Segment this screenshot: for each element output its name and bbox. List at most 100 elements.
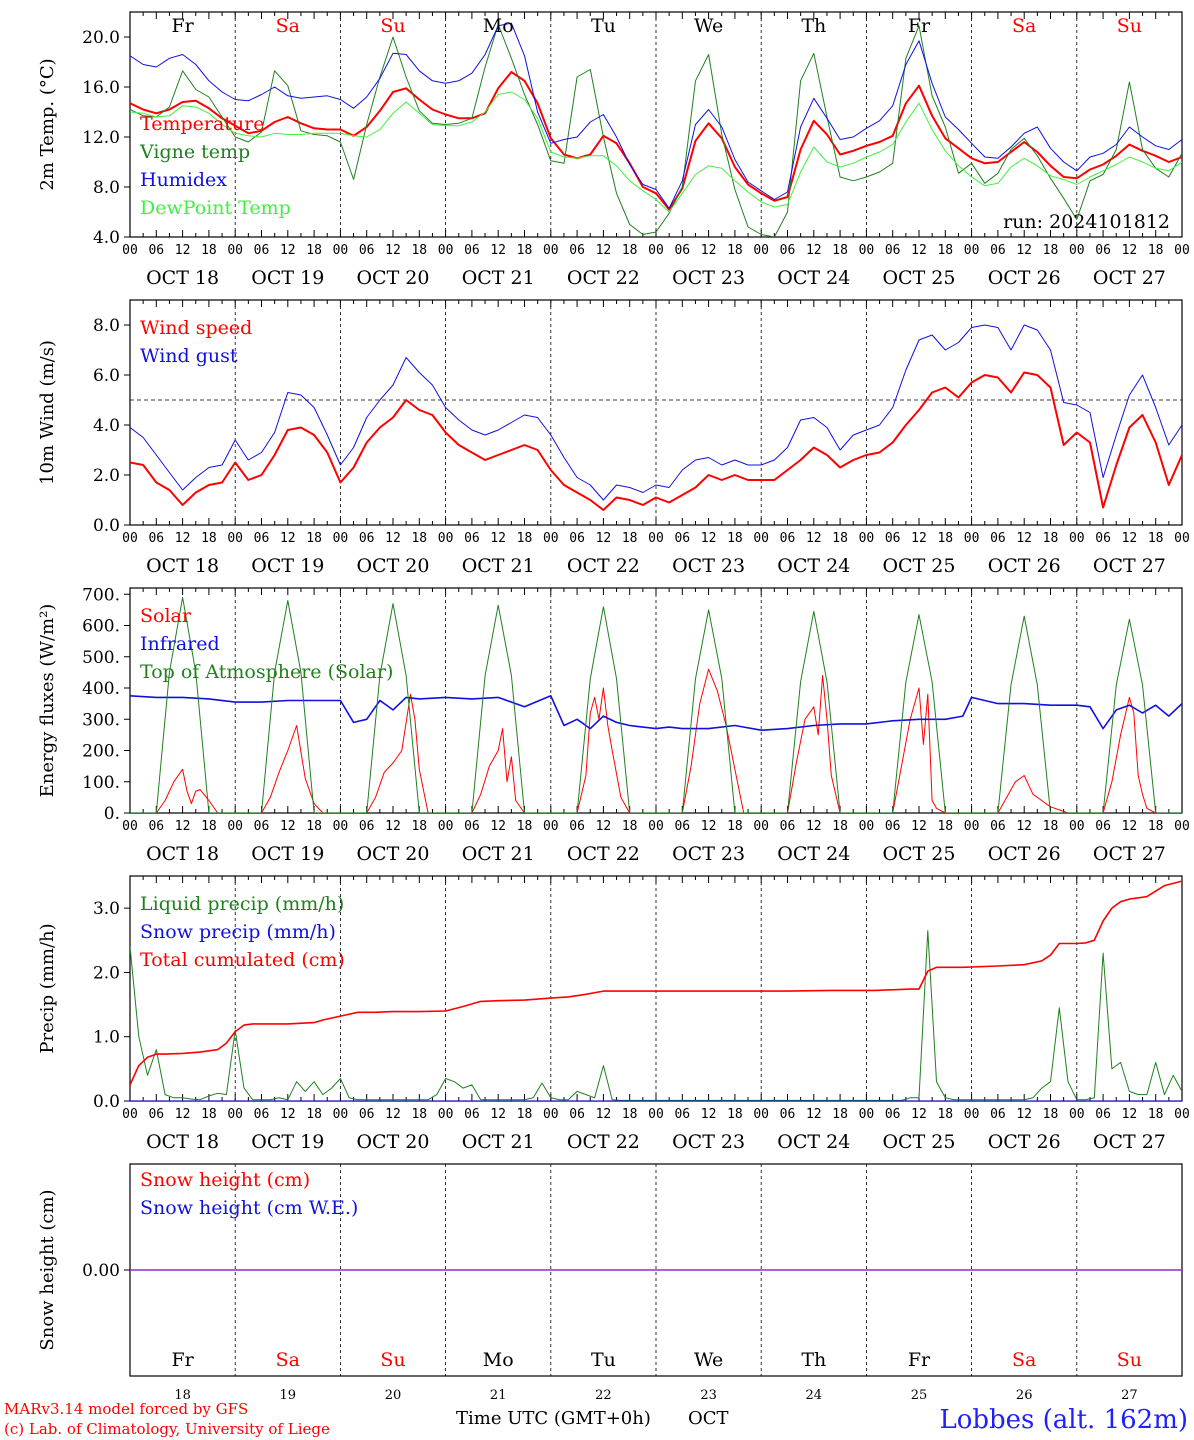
hour-label: 12 xyxy=(911,1107,927,1122)
hour-label: 06 xyxy=(1095,819,1111,834)
y-tick-label: 8.0 xyxy=(93,316,120,336)
hour-label: 00 xyxy=(1069,1107,1085,1122)
hour-label: 12 xyxy=(806,243,822,258)
hour-label: 06 xyxy=(148,243,164,258)
hour-label: 12 xyxy=(1016,819,1032,834)
hour-label: 06 xyxy=(254,531,270,546)
hour-label: 06 xyxy=(569,531,585,546)
hour-label: 18 xyxy=(727,1107,743,1122)
hour-label: 06 xyxy=(254,1107,270,1122)
hour-label: 00 xyxy=(648,243,664,258)
series-infrared xyxy=(130,694,1182,732)
day-name: Mo xyxy=(483,15,514,37)
hour-label: 12 xyxy=(1122,1107,1138,1122)
hour-label: 12 xyxy=(175,819,191,834)
run-label: run: 2024101812 xyxy=(1003,211,1170,233)
hour-label: 06 xyxy=(780,243,796,258)
y-axis-label: 2m Temp. (°C) xyxy=(37,58,58,190)
hour-label: 06 xyxy=(569,1107,585,1122)
hour-label: 00 xyxy=(227,243,243,258)
series-temperature xyxy=(130,71,1182,211)
hour-label: 00 xyxy=(753,819,769,834)
hour-label: 12 xyxy=(385,819,401,834)
date-label: OCT 20 xyxy=(356,843,429,865)
hour-label: 00 xyxy=(648,1107,664,1122)
hour-label: 06 xyxy=(464,243,480,258)
hour-label: 18 xyxy=(832,243,848,258)
hour-label: 00 xyxy=(859,531,875,546)
y-tick-label: 3.0 xyxy=(93,899,120,919)
hour-label: 00 xyxy=(1069,531,1085,546)
hour-label: 06 xyxy=(674,819,690,834)
hour-label: 06 xyxy=(674,1107,690,1122)
hour-label: 00 xyxy=(438,819,454,834)
hour-label: 00 xyxy=(1069,243,1085,258)
panel-3: 00 06 12 18 OCT 18 00 06 12 18 OCT 19 00 06 12 18 OCT … xyxy=(37,585,1190,865)
legend-entry: Snow precip (mm/h) xyxy=(140,921,336,943)
date-label: OCT 21 xyxy=(462,267,535,289)
series-group xyxy=(130,880,1182,1101)
hour-label: 18 xyxy=(411,819,427,834)
credit-line-1: MARv3.14 model forced by GFS xyxy=(4,1400,248,1418)
hour-label: 06 xyxy=(990,819,1006,834)
hour-label: 18 xyxy=(727,531,743,546)
hour-label: 06 xyxy=(254,819,270,834)
y-axis-label: 10m Wind (m/s) xyxy=(37,340,58,485)
hour-label: 00 xyxy=(648,819,664,834)
hour-label: 00 xyxy=(1174,531,1190,546)
hour-label: 06 xyxy=(254,243,270,258)
hour-label: 12 xyxy=(596,243,612,258)
hour-label: 06 xyxy=(359,1107,375,1122)
hour-label: 00 xyxy=(753,243,769,258)
hour-label: 06 xyxy=(885,1107,901,1122)
date-label: OCT 24 xyxy=(777,555,850,577)
credit-line-2: (c) Lab. of Climatology, University of L… xyxy=(4,1420,330,1438)
hour-label: 18 xyxy=(622,243,638,258)
date-label: OCT 20 xyxy=(356,267,429,289)
hour-label: 00 xyxy=(122,819,138,834)
date-label: OCT 21 xyxy=(462,555,535,577)
legend-entry: Humidex xyxy=(140,169,227,191)
bottom-day-number: 24 xyxy=(806,1388,823,1403)
day-name: Sa xyxy=(276,15,300,37)
hour-label: 12 xyxy=(280,531,296,546)
series-humidex xyxy=(130,22,1182,209)
hour-label: 12 xyxy=(806,1107,822,1122)
hour-label: 06 xyxy=(1095,243,1111,258)
hour-label: 12 xyxy=(490,1107,506,1122)
hour-label: 18 xyxy=(1043,531,1059,546)
y-axis-label: Precip (mm/h) xyxy=(37,923,58,1053)
hour-label: 06 xyxy=(464,1107,480,1122)
hour-label: 06 xyxy=(1095,1107,1111,1122)
bottom-day-number: 19 xyxy=(280,1388,297,1403)
date-label: OCT 27 xyxy=(1093,267,1166,289)
hour-label: 12 xyxy=(596,819,612,834)
bottom-day-number: 23 xyxy=(700,1388,717,1403)
hour-label: 00 xyxy=(1174,819,1190,834)
hour-label: 12 xyxy=(596,1107,612,1122)
y-tick-label: 12.0 xyxy=(82,128,120,148)
hour-label: 18 xyxy=(622,531,638,546)
hour-label: 18 xyxy=(201,1107,217,1122)
date-label: OCT 27 xyxy=(1093,1131,1166,1153)
hour-label: 18 xyxy=(1043,819,1059,834)
y-tick-label: 200. xyxy=(82,742,120,762)
panel-5: 0.00 Snow height (cm) Snow height (cm) Snow… xyxy=(37,1163,1183,1377)
bottom-day-number: 22 xyxy=(595,1388,612,1403)
hour-label: 06 xyxy=(780,1107,796,1122)
bottom-day-number: 26 xyxy=(1016,1388,1033,1403)
hour-label: 18 xyxy=(411,243,427,258)
series-solar xyxy=(130,668,1182,813)
date-label: OCT 20 xyxy=(356,555,429,577)
location-label: Lobbes (alt. 162m) xyxy=(939,1405,1188,1435)
hour-label: 00 xyxy=(227,531,243,546)
bottom-day-name: Su xyxy=(380,1349,405,1371)
y-tick-label: 0.0 xyxy=(93,516,120,536)
bottom-day-name: Su xyxy=(1117,1349,1142,1371)
series-wind-gust xyxy=(130,324,1182,501)
hour-label: 18 xyxy=(201,531,217,546)
hour-label: 06 xyxy=(990,531,1006,546)
legend-entry: Liquid precip (mm/h) xyxy=(140,893,344,915)
hour-label: 18 xyxy=(1148,819,1164,834)
series-liquid-precip-mm-h- xyxy=(130,930,1182,1101)
